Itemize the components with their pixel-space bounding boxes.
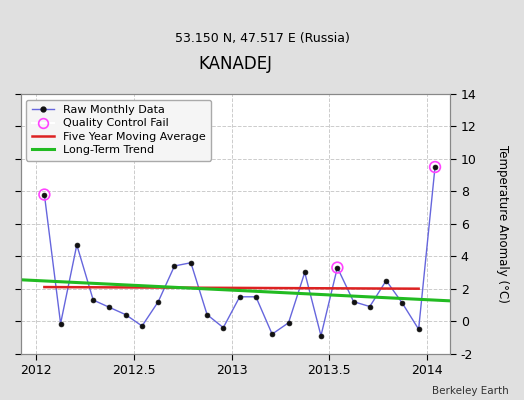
Raw Monthly Data xyxy=(155,299,161,304)
Raw Monthly Data xyxy=(188,260,194,265)
Raw Monthly Data xyxy=(58,321,64,326)
Raw Monthly Data xyxy=(416,327,422,332)
Raw Monthly Data xyxy=(236,294,243,299)
Raw Monthly Data xyxy=(253,294,259,299)
Raw Monthly Data xyxy=(90,298,96,302)
Line: Raw Monthly Data: Raw Monthly Data xyxy=(42,164,438,338)
Raw Monthly Data xyxy=(171,264,178,268)
Raw Monthly Data xyxy=(318,333,324,338)
Raw Monthly Data xyxy=(286,320,292,325)
Raw Monthly Data xyxy=(432,165,438,170)
Legend: Raw Monthly Data, Quality Control Fail, Five Year Moving Average, Long-Term Tren: Raw Monthly Data, Quality Control Fail, … xyxy=(26,100,211,161)
Raw Monthly Data xyxy=(41,192,48,197)
Raw Monthly Data xyxy=(139,324,145,328)
Raw Monthly Data xyxy=(383,278,389,283)
Text: 53.150 N, 47.517 E (Russia): 53.150 N, 47.517 E (Russia) xyxy=(174,32,350,45)
Title: KANADEJ: KANADEJ xyxy=(199,55,272,73)
Raw Monthly Data xyxy=(367,304,373,309)
Quality Control Fail xyxy=(333,264,342,271)
Raw Monthly Data xyxy=(106,305,113,310)
Y-axis label: Temperature Anomaly (°C): Temperature Anomaly (°C) xyxy=(496,145,509,303)
Raw Monthly Data xyxy=(123,312,129,317)
Raw Monthly Data xyxy=(302,270,308,275)
Raw Monthly Data xyxy=(399,301,406,306)
Raw Monthly Data xyxy=(334,265,341,270)
Raw Monthly Data xyxy=(269,332,275,336)
Text: Berkeley Earth: Berkeley Earth xyxy=(432,386,508,396)
Raw Monthly Data xyxy=(74,242,80,247)
Raw Monthly Data xyxy=(220,325,226,330)
Raw Monthly Data xyxy=(351,299,357,304)
Quality Control Fail xyxy=(40,191,49,198)
Quality Control Fail xyxy=(431,164,439,170)
Raw Monthly Data xyxy=(204,312,210,317)
